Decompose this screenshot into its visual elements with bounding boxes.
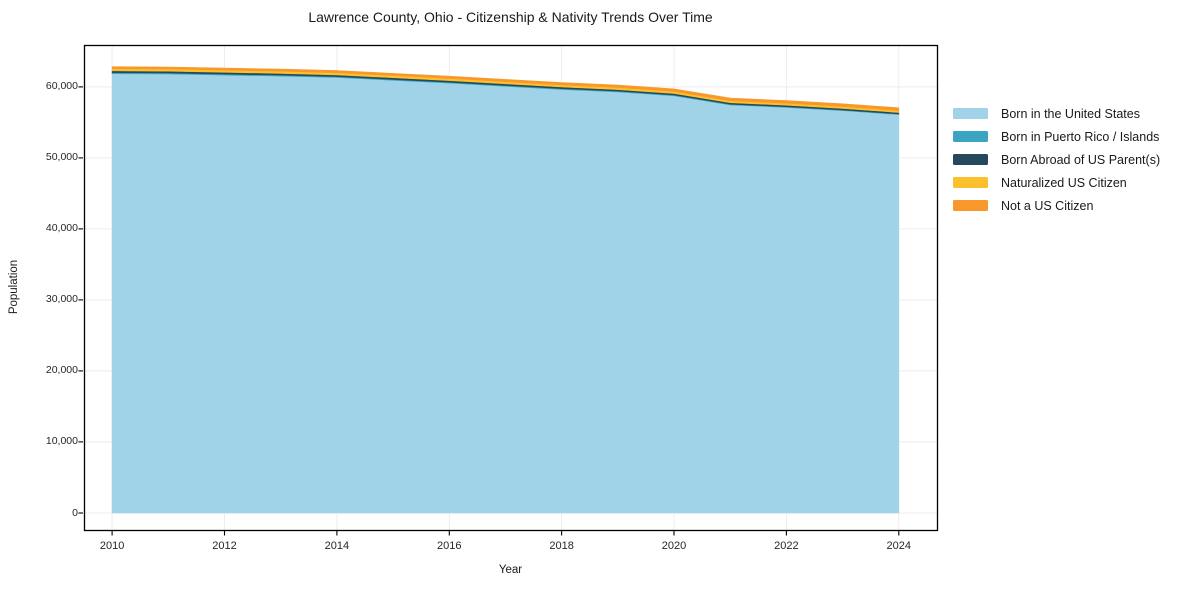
legend: Born in the United States Born in Puerto … <box>953 102 1160 217</box>
legend-swatch-not-citizen <box>953 200 988 211</box>
y-tick-label: 10,000 <box>45 435 78 448</box>
y-tick-label: 40,000 <box>45 222 78 235</box>
x-tick-label: 2020 <box>661 540 687 552</box>
legend-swatch-naturalized <box>953 177 988 188</box>
legend-item-born-abroad: Born Abroad of US Parent(s) <box>953 148 1160 171</box>
legend-label: Born in the United States <box>1001 106 1140 121</box>
x-axis-label: Year <box>498 564 523 576</box>
y-tick-label: 60,000 <box>45 80 78 93</box>
area-series-born-us <box>111 73 900 514</box>
legend-label: Born Abroad of US Parent(s) <box>1001 152 1161 167</box>
x-tick-label: 2014 <box>324 540 350 552</box>
legend-swatch-born-abroad <box>953 154 988 165</box>
x-tick-label: 2012 <box>212 540 237 552</box>
legend-swatch-born-pr-islands <box>953 131 988 142</box>
x-tick-label: 2018 <box>549 540 574 552</box>
legend-item-naturalized: Naturalized US Citizen <box>953 171 1160 194</box>
legend-item-not-citizen: Not a US Citizen <box>953 194 1160 217</box>
y-tick-label: 50,000 <box>45 151 78 164</box>
chart-title: Lawrence County, Ohio - Citizenship & Na… <box>308 9 713 25</box>
x-tick-label: 2016 <box>437 540 462 552</box>
legend-label: Born in Puerto Rico / Islands <box>1001 129 1160 144</box>
legend-swatch-born-us <box>953 108 988 119</box>
x-tick-label: 2022 <box>774 540 799 552</box>
y-tick-label: 30,000 <box>45 293 78 306</box>
y-axis-label: Population <box>8 259 20 315</box>
area-series-not-citizen <box>111 66 900 111</box>
legend-item-born-pr-islands: Born in Puerto Rico / Islands <box>953 125 1160 148</box>
x-tick-label: 2024 <box>886 540 912 552</box>
legend-label: Naturalized US Citizen <box>1001 175 1127 190</box>
y-tick-label: 20,000 <box>45 364 78 377</box>
legend-label: Not a US Citizen <box>1001 198 1094 213</box>
y-tick-label: 0 <box>72 506 78 519</box>
x-tick-label: 2010 <box>99 540 125 552</box>
plot-frame <box>83 44 939 532</box>
legend-item-born-us: Born in the United States <box>953 102 1160 125</box>
